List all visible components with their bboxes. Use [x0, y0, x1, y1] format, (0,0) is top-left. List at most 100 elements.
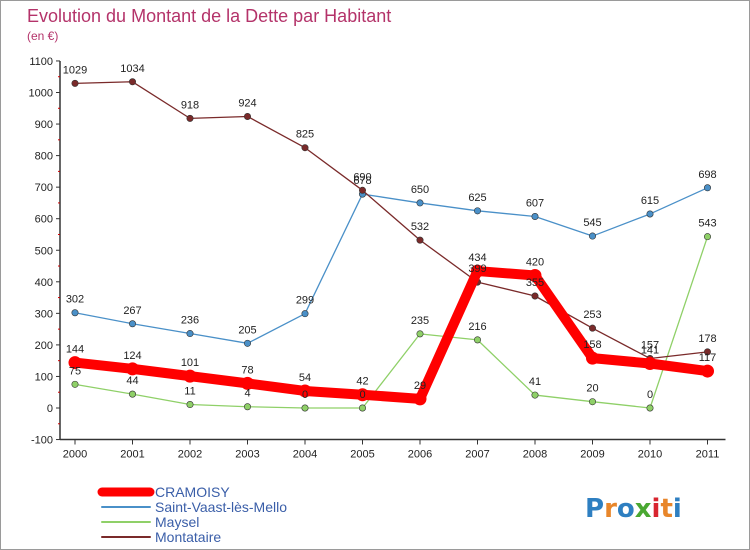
data-label: 4 [244, 388, 250, 400]
data-point [528, 268, 542, 282]
y-tick-label: 200 [35, 340, 53, 352]
data-label: 1034 [120, 63, 144, 75]
data-point [586, 351, 599, 365]
y-tick-label: 300 [35, 308, 53, 320]
data-point [129, 320, 137, 328]
data-point [126, 362, 139, 376]
data-label: 267 [123, 305, 141, 317]
data-label: 11 [184, 386, 195, 398]
data-point [71, 79, 79, 87]
data-label: 42 [356, 376, 368, 388]
data-label: 302 [66, 294, 84, 306]
data-label: 825 [296, 129, 314, 141]
data-label: 141 [641, 345, 659, 357]
data-point [703, 348, 711, 356]
data-label: 607 [526, 197, 544, 209]
data-label: 1029 [63, 64, 87, 76]
x-tick-label: 2009 [580, 449, 604, 461]
series-maysel [71, 233, 711, 412]
logo-letter: r [604, 494, 617, 524]
legend: CRAMOISYSaint-Vaast-lès-MelloMayselMonta… [97, 484, 287, 545]
x-tick-label: 2007 [465, 449, 489, 461]
data-point [241, 376, 254, 390]
data-point [473, 207, 481, 215]
data-label: 29 [414, 380, 426, 392]
data-label: 399 [468, 263, 486, 275]
data-label: 545 [583, 217, 601, 229]
data-point [416, 236, 424, 244]
x-tick-label: 2011 [696, 449, 720, 461]
y-tick-label: 400 [35, 277, 53, 289]
y-tick-label: 1100 [29, 56, 53, 68]
data-label: 101 [181, 357, 199, 369]
data-label: 41 [529, 376, 541, 388]
data-point [643, 357, 657, 371]
data-point [68, 356, 82, 370]
data-point [646, 210, 654, 218]
x-tick-label: 2010 [638, 449, 662, 461]
data-point [358, 186, 366, 194]
data-point [531, 292, 539, 300]
logo-text: Proxiti [585, 494, 682, 524]
data-label: 20 [586, 383, 598, 395]
chart-subtitle: (en €) [27, 29, 58, 43]
data-label: 157 [641, 339, 659, 351]
data-point [646, 404, 654, 412]
data-point [129, 78, 137, 86]
series-montataire [71, 78, 711, 362]
legend-item: Maysel [101, 514, 199, 530]
data-label: 0 [302, 389, 308, 401]
data-label: 144 [66, 344, 84, 356]
data-label: 178 [698, 333, 716, 345]
data-point [703, 233, 711, 241]
data-label: 253 [583, 309, 601, 321]
data-point [356, 388, 369, 402]
axes: -100010020030040050060070080090010001100… [29, 56, 726, 461]
data-label: 924 [238, 97, 256, 109]
data-point [358, 404, 366, 412]
legend-label: CRAMOISY [155, 484, 230, 500]
data-point [301, 404, 309, 412]
data-label: 78 [241, 364, 253, 376]
data-label: 0 [359, 389, 365, 401]
data-point [701, 364, 714, 378]
y-tick-label: 500 [35, 245, 53, 257]
data-point [413, 392, 427, 406]
y-tick-label: 100 [35, 371, 53, 383]
legend-item: CRAMOISY [97, 484, 230, 500]
logo-letter: x [635, 494, 652, 524]
data-point [71, 309, 79, 317]
x-tick-label: 2005 [350, 449, 374, 461]
x-tick-label: 2001 [120, 449, 144, 461]
data-label: 434 [468, 252, 486, 264]
data-label: 75 [69, 365, 81, 377]
data-point [183, 369, 197, 383]
data-point [186, 330, 194, 338]
data-point [416, 199, 424, 207]
data-label: 299 [296, 295, 314, 307]
data-point [244, 403, 252, 411]
proxiti-logo: Proxiti [585, 494, 682, 524]
legend-item: Saint-Vaast-lès-Mello [101, 499, 287, 515]
data-point [301, 144, 309, 152]
data-point [471, 264, 484, 278]
legend-label: Saint-Vaast-lès-Mello [155, 499, 287, 515]
series-line [74, 187, 709, 344]
y-tick-label: 700 [35, 182, 53, 194]
x-tick-label: 2004 [293, 449, 317, 461]
y-tick-label: 800 [35, 151, 53, 163]
series-cramoisy [68, 264, 714, 406]
logo-letter: o [617, 494, 635, 524]
data-label: 918 [181, 99, 199, 111]
legend-label: Maysel [155, 514, 199, 530]
y-tick-label: 0 [47, 403, 53, 415]
x-tick-label: 2000 [63, 449, 87, 461]
data-point [531, 212, 539, 220]
data-label: 698 [698, 169, 716, 181]
chart-title: Evolution du Montant de la Dette par Hab… [27, 6, 391, 26]
data-point [416, 330, 424, 338]
series-line [74, 236, 709, 409]
data-label: 678 [353, 175, 371, 187]
x-tick-label: 2006 [408, 449, 432, 461]
data-label: 615 [641, 195, 659, 207]
